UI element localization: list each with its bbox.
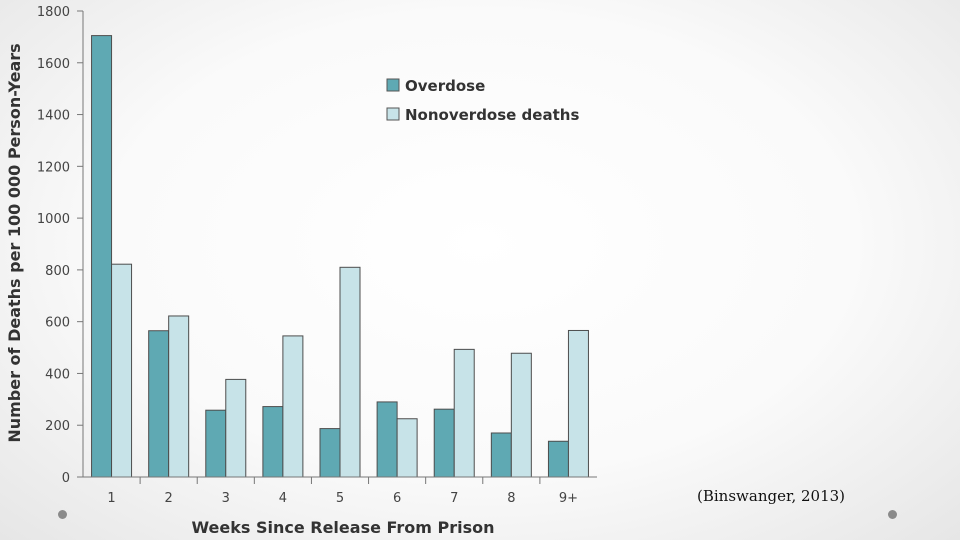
y-tick-label: 600 [45,316,70,331]
x-tick-label: 3 [222,491,230,506]
y-tick-label: 400 [45,367,70,382]
y-tick-label: 1600 [37,57,70,72]
x-tick-label: 5 [336,491,344,506]
y-tick-label: 1400 [37,109,70,124]
bar-overdose [91,35,113,478]
legend: Overdose Nonoverdose deaths [386,77,579,124]
x-tick-label: 2 [165,491,173,506]
bar-nonoverdose [453,348,475,478]
bar-nonoverdose [339,266,361,478]
bar-overdose [490,432,512,478]
x-tick-label: 1 [107,491,115,506]
bar-overdose [148,330,170,478]
x-tick-label: 4 [279,491,287,506]
bar-nonoverdose [168,315,190,478]
y-tick-label: 200 [45,419,70,434]
bar-nonoverdose [510,352,532,478]
axes-group [82,11,597,478]
x-axis-title: Weeks Since Release From Prison [191,518,494,537]
x-tick-label: 6 [393,491,401,506]
bar-overdose [376,401,398,478]
slide-dot-left [58,510,67,519]
y-tick-label: 800 [45,264,70,279]
citation: (Binswanger, 2013) [697,487,846,505]
y-tick-label: 1000 [37,212,70,227]
y-axis-title: Number of Deaths per 100 000 Person-Year… [5,43,24,442]
y-ticks-group: 0 200 400 600 800 1000 1200 1400 1600 1800 [37,5,83,486]
bar-overdose [433,408,455,478]
bar-nonoverdose [225,378,247,478]
bar-overdose [205,409,227,478]
bar-overdose [319,428,341,478]
bar-overdose [262,406,284,478]
x-tick-label: 7 [450,491,458,506]
bar-nonoverdose [396,418,418,478]
legend-label-nonoverdose: Nonoverdose deaths [405,106,579,124]
x-ticks-group: 1 2 3 4 5 6 7 8 9+ [107,477,578,506]
legend-swatch-nonoverdose [386,107,400,121]
bar-nonoverdose [111,263,133,478]
slide-dot-right [888,510,897,519]
x-tick-label: 9+ [559,491,578,506]
legend-swatch-overdose [386,78,400,92]
y-tick-label: 1200 [37,160,70,175]
legend-label-overdose: Overdose [405,77,485,95]
y-tick-label: 1800 [37,5,70,20]
bar-nonoverdose [282,335,304,478]
bars-group [91,35,589,478]
x-tick-label: 8 [507,491,515,506]
bar-overdose [547,440,569,478]
y-tick-label: 0 [62,471,70,486]
bar-nonoverdose [567,329,589,478]
